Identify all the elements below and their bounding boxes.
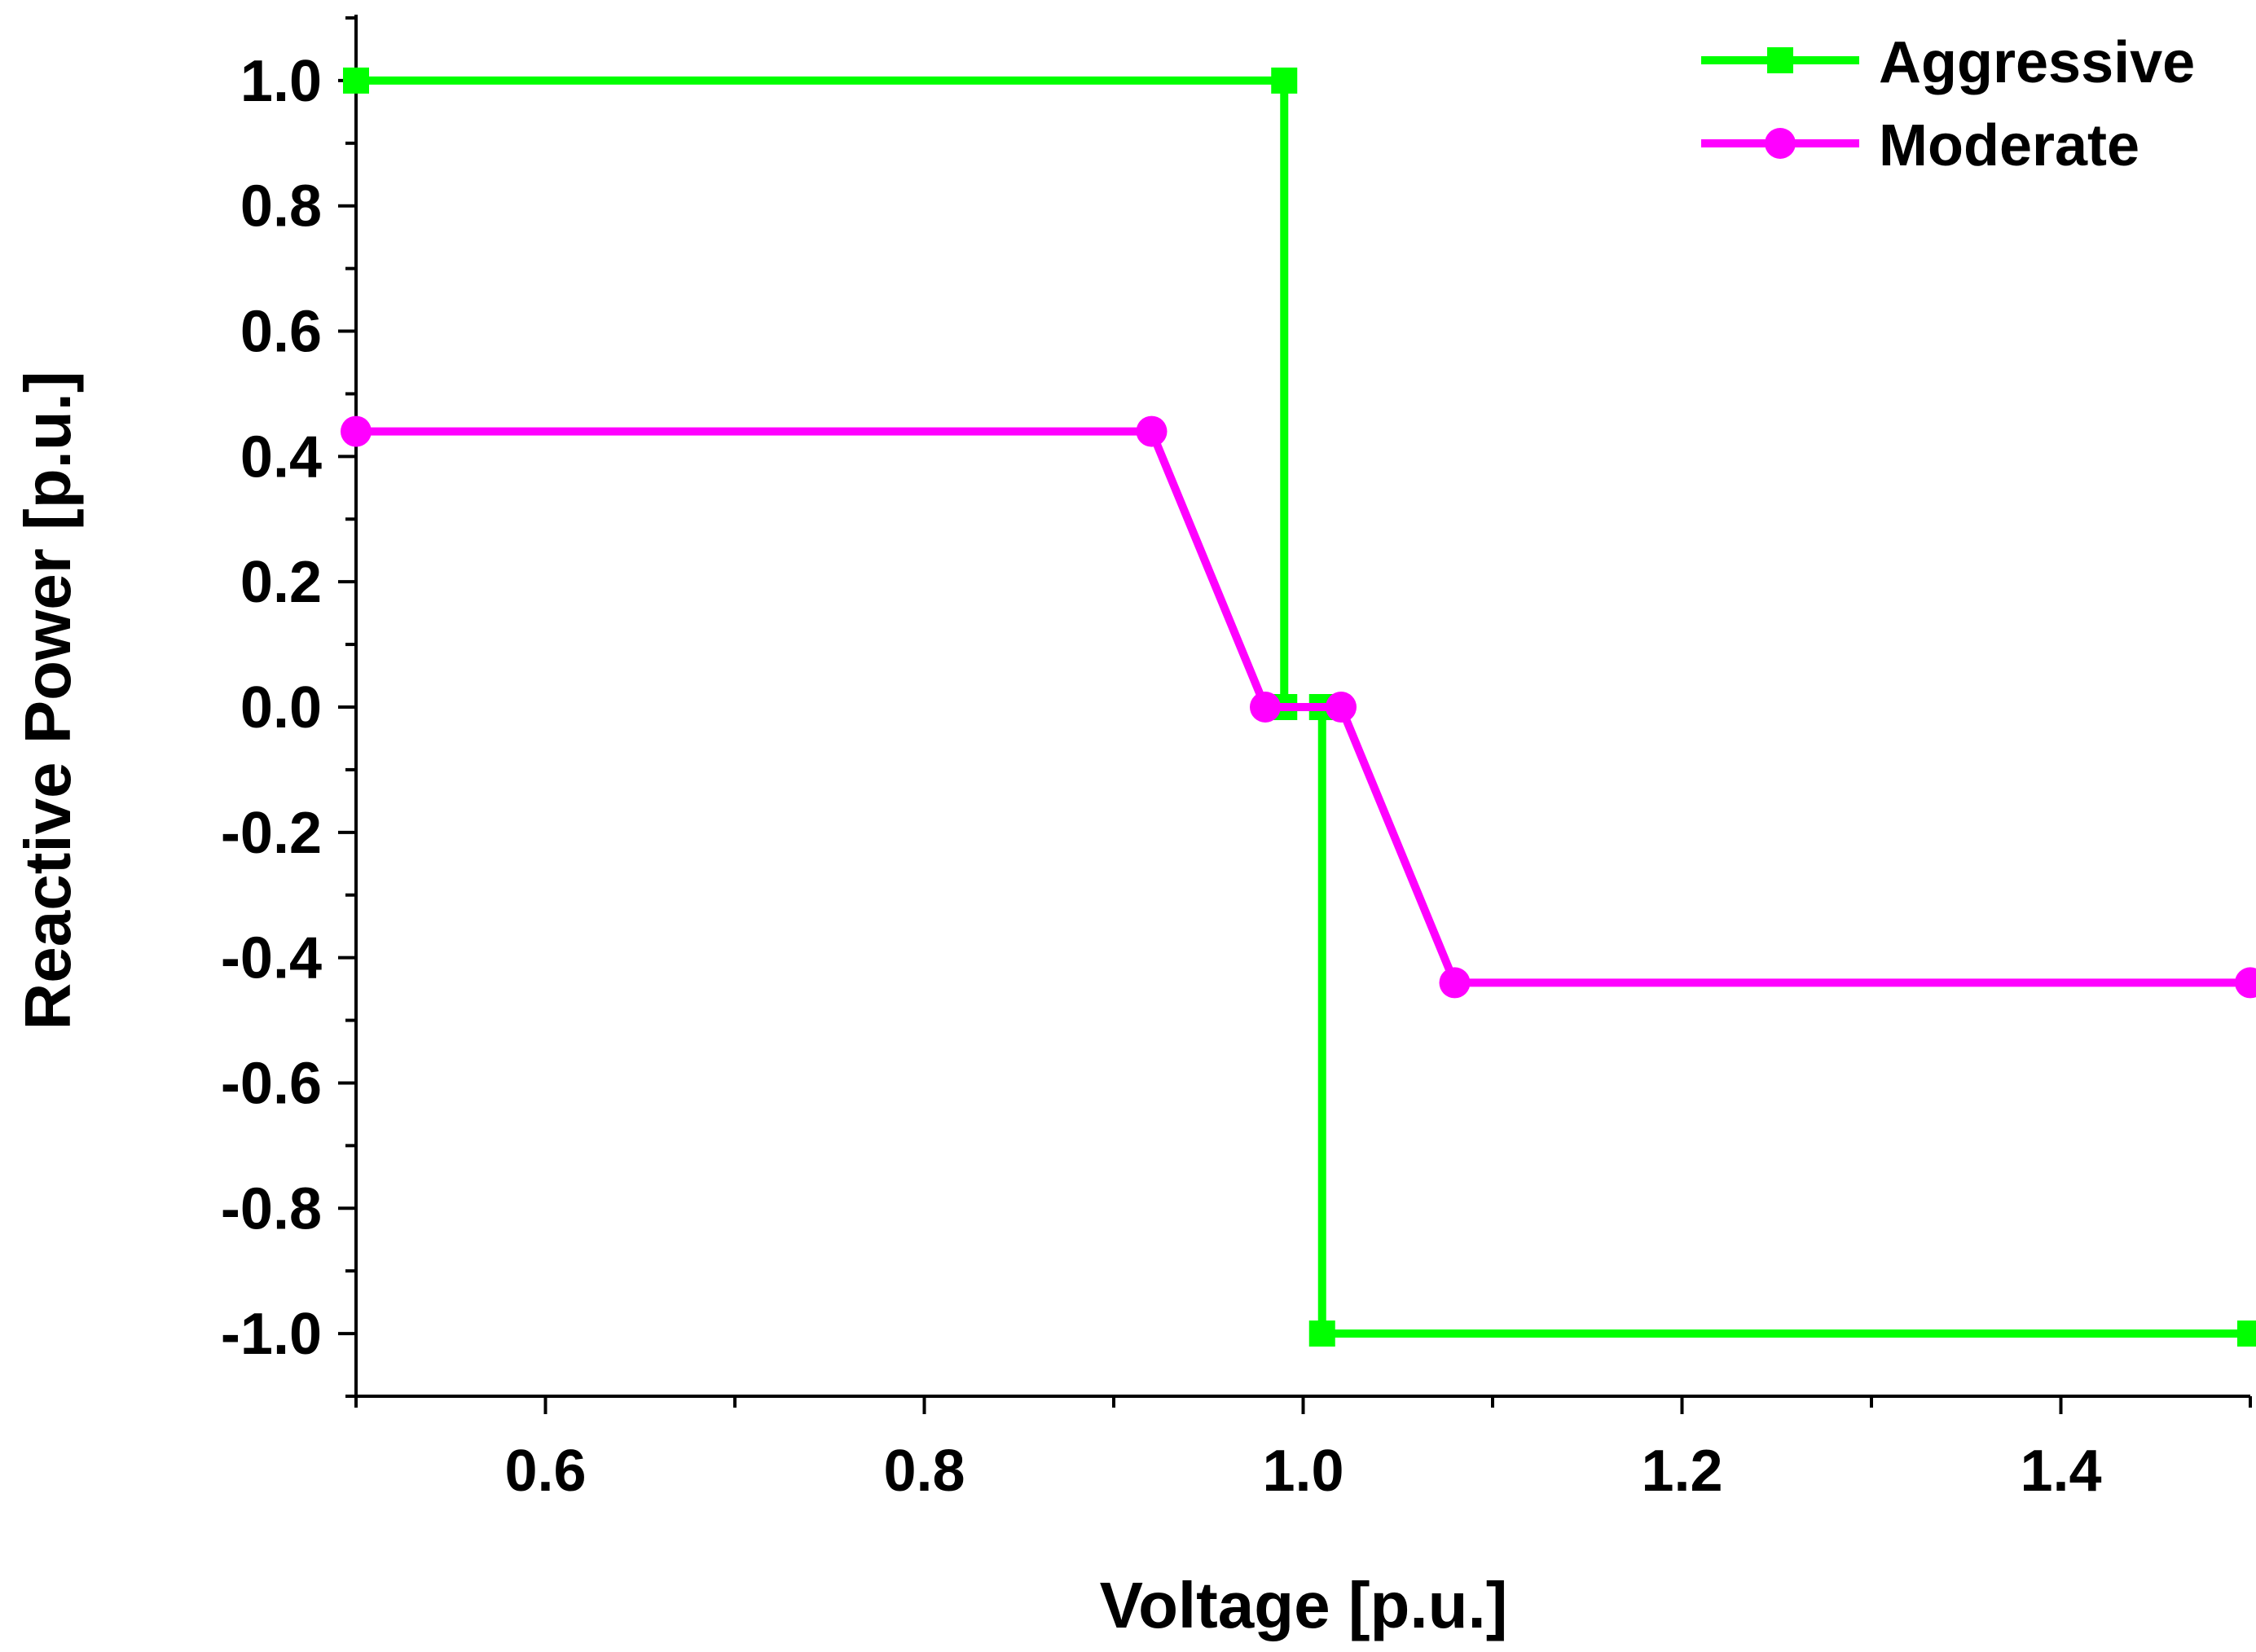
y-tick-label: 0.6 bbox=[240, 300, 322, 365]
aggressive-data-point bbox=[1308, 1320, 1335, 1347]
x-tick-label: 1.2 bbox=[1641, 1439, 1722, 1504]
moderate-data-point bbox=[1439, 967, 1471, 999]
moderate-data-point bbox=[1250, 692, 1281, 723]
moderate-data-point bbox=[2235, 967, 2256, 999]
legend-moderate-label: Moderate bbox=[1879, 113, 2139, 178]
y-tick-label: -0.6 bbox=[221, 1051, 322, 1116]
y-tick-label: -1.0 bbox=[221, 1302, 322, 1367]
y-tick-label: -0.4 bbox=[221, 926, 322, 991]
aggressive-data-point bbox=[343, 67, 369, 94]
legend-moderate-marker bbox=[1765, 128, 1796, 159]
moderate-data-point bbox=[341, 415, 372, 447]
plot-area bbox=[341, 67, 2256, 1347]
y-tick-label: -0.2 bbox=[221, 801, 322, 866]
aggressive-data-point bbox=[2237, 1320, 2256, 1347]
y-axis-title: Reactive Power [p.u.] bbox=[11, 371, 84, 1030]
aggressive-data-point bbox=[1271, 67, 1298, 94]
legend-aggressive-marker bbox=[1767, 47, 1793, 73]
moderate-data-point bbox=[1326, 692, 1357, 723]
y-tick-label: 0.8 bbox=[240, 174, 322, 239]
y-tick-label: -0.8 bbox=[221, 1176, 322, 1241]
legend: Aggressive Moderate bbox=[1701, 30, 2195, 178]
moderate-series-line bbox=[356, 427, 2250, 987]
axes: 1.0 0.8 0.6 0.4 0.2 0.0 -0.2 -0.4 -0.6 -0.8 -1.0 0.… bbox=[221, 15, 2252, 1504]
moderate-data-point bbox=[1136, 415, 1168, 447]
y-tick-label: 1.0 bbox=[240, 49, 322, 114]
y-tick-label: 0.0 bbox=[240, 675, 322, 740]
x-axis-title: Voltage [p.u.] bbox=[1100, 1569, 1508, 1641]
y-tick-label: 0.4 bbox=[240, 424, 322, 490]
x-tick-label: 1.4 bbox=[2020, 1439, 2101, 1504]
x-tick-label: 1.0 bbox=[1262, 1439, 1343, 1504]
x-tick-label: 0.6 bbox=[504, 1439, 586, 1504]
legend-aggressive-label: Aggressive bbox=[1879, 30, 2195, 95]
y-tick-label: 0.2 bbox=[240, 550, 322, 615]
x-tick-label: 0.8 bbox=[883, 1439, 965, 1504]
